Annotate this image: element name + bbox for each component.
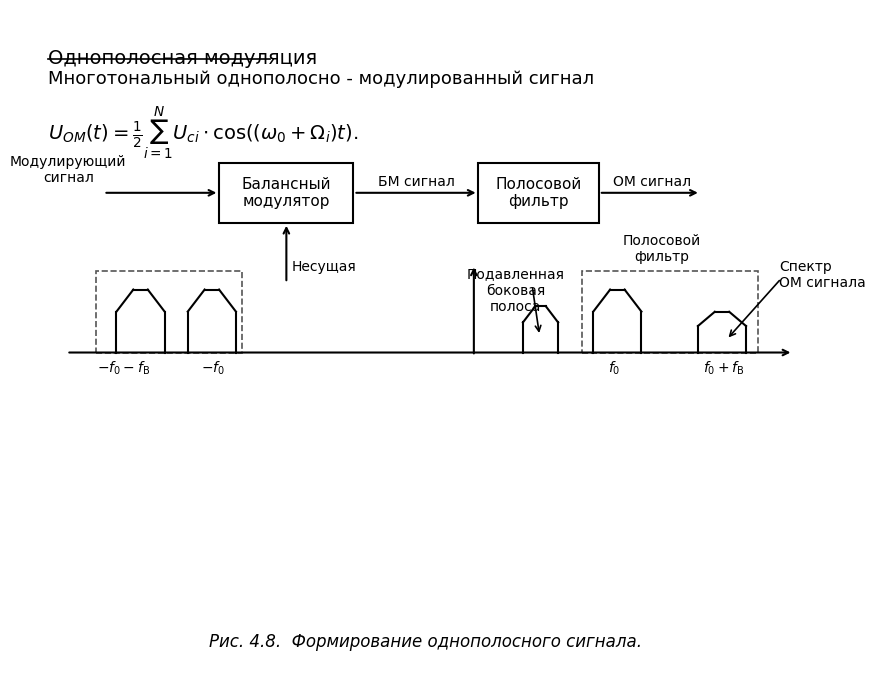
Text: Однополосная модуляция: Однополосная модуляция <box>48 49 317 68</box>
Text: Подавленная
боковая
полоса: Подавленная боковая полоса <box>467 267 565 314</box>
Text: $-f_0 - f_\mathrm{B}$: $-f_0 - f_\mathrm{B}$ <box>97 360 150 377</box>
Text: $f_0$: $f_0$ <box>609 360 621 377</box>
Text: Полосовой
фильтр: Полосовой фильтр <box>496 177 581 209</box>
Bar <box>479 163 599 223</box>
Text: $f_0 + f_\mathrm{B}$: $f_0 + f_\mathrm{B}$ <box>703 360 745 377</box>
Text: Несущая: Несущая <box>292 261 357 274</box>
Text: $U_{OM}(t) = \frac{1}{2}\sum_{i=1}^{N} U_{ci} \cdot \cos((\omega_0 + \Omega_i)t): $U_{OM}(t) = \frac{1}{2}\sum_{i=1}^{N} U… <box>48 105 359 161</box>
Bar <box>219 163 353 223</box>
Bar <box>96 271 242 353</box>
Text: Многотональный однополосно - модулированный сигнал: Многотональный однополосно - модулирован… <box>48 70 594 88</box>
Text: Балансный
модулятор: Балансный модулятор <box>242 177 332 209</box>
Text: Спектр
ОМ сигнала: Спектр ОМ сигнала <box>780 260 866 290</box>
Text: ОМ сигнал: ОМ сигнал <box>614 175 692 189</box>
Text: Рис. 4.8.  Формирование однополосного сигнала.: Рис. 4.8. Формирование однополосного сиг… <box>210 633 642 651</box>
Bar <box>582 271 758 353</box>
Text: Полосовой
фильтр: Полосовой фильтр <box>623 234 701 264</box>
Text: БМ сигнал: БМ сигнал <box>378 175 454 189</box>
Text: Модулирующий
сигнал: Модулирующий сигнал <box>10 155 126 186</box>
Text: $-f_0$: $-f_0$ <box>201 360 225 377</box>
